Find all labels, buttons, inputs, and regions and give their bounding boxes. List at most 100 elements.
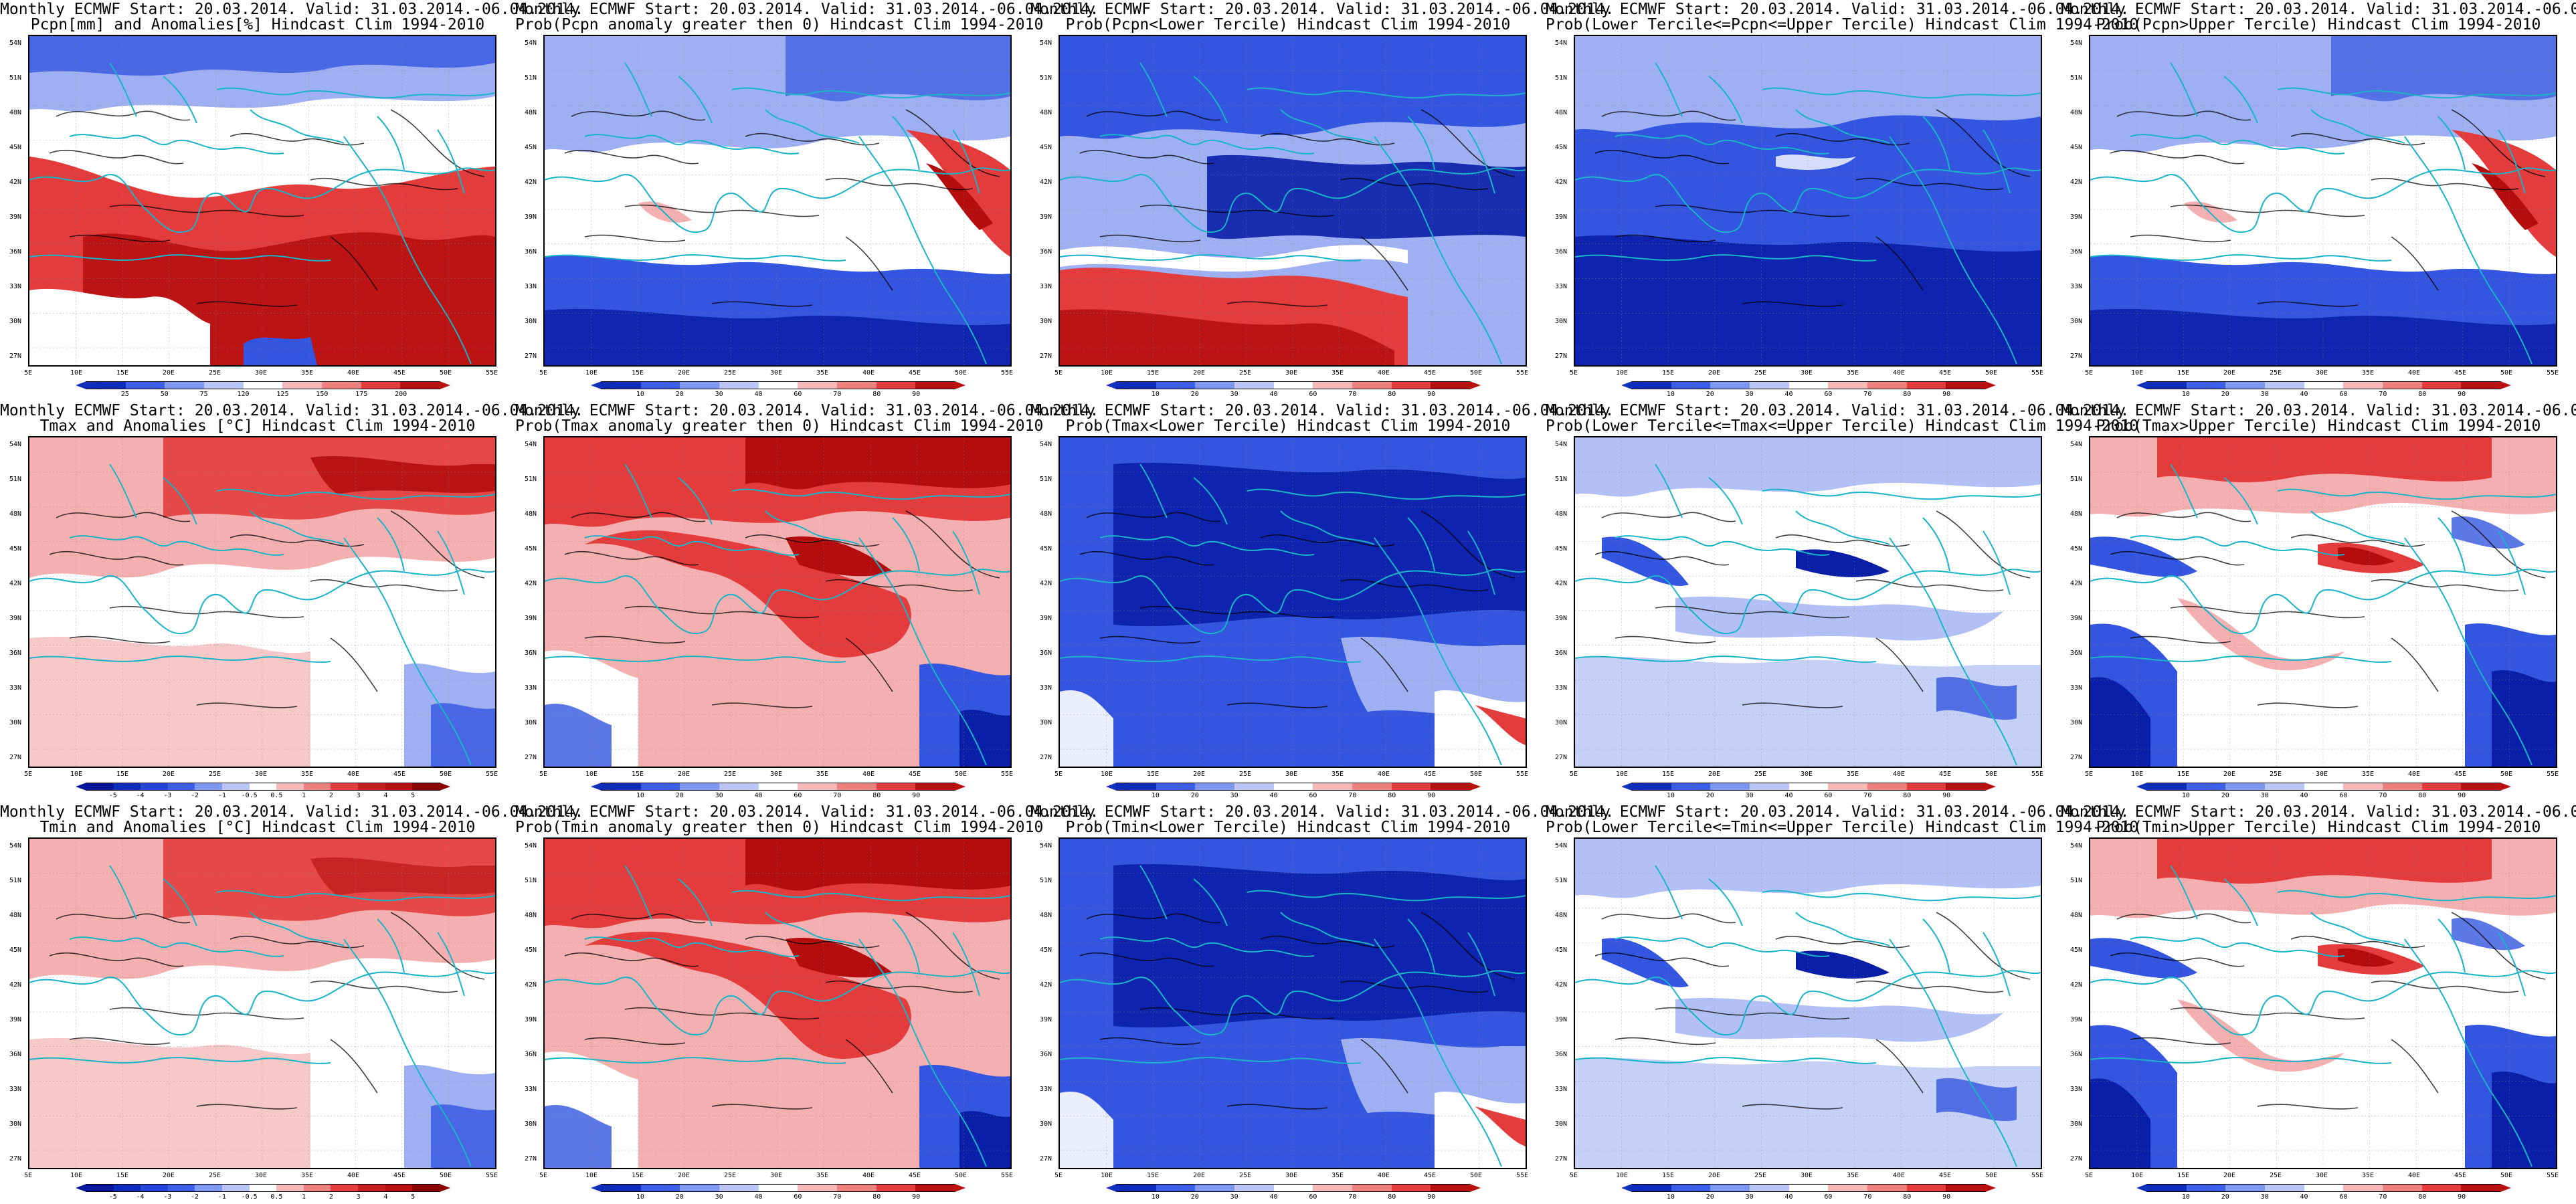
colorbar-segment — [1431, 1185, 1471, 1191]
colorbar-label: 70 — [1348, 391, 1357, 398]
lon-label: 15E — [1147, 369, 1160, 377]
lon-label: 50E — [1470, 369, 1483, 377]
map-field — [545, 437, 1010, 767]
colorbar-segment — [2147, 1185, 2187, 1191]
panel-title-line1: Monthly ECMWF Start: 20.03.2014. Valid: … — [1546, 803, 2130, 821]
colorbar-high-arrow — [2500, 1184, 2511, 1192]
colorbar-label: 60 — [1824, 792, 1833, 799]
colorbar-label: 40 — [1784, 391, 1793, 398]
map-frame — [2089, 436, 2557, 768]
lon-label: 20E — [2223, 369, 2236, 377]
lat-label: 48N — [9, 912, 22, 919]
colorbar-segment — [141, 783, 168, 790]
colorbar-segment — [86, 783, 114, 790]
colorbar-label: 10 — [2181, 391, 2190, 398]
colorbar-segment — [222, 783, 250, 790]
map-frame — [1574, 35, 2042, 367]
lon-label: 10E — [585, 771, 598, 778]
lat-label: 30N — [9, 318, 22, 325]
lon-label: 55E — [1516, 1172, 1529, 1179]
panel-title-line1: Monthly ECMWF Start: 20.03.2014. Valid: … — [1546, 1, 2130, 18]
colorbar — [1621, 1184, 1996, 1192]
panel-title-line2: Prob(Pcpn<Lower Tercile) Hindcast Clim 1… — [1065, 16, 1511, 33]
lon-label: 30E — [1285, 771, 1298, 778]
colorbar-label: 25 — [120, 391, 129, 398]
colorbar-high-arrow — [955, 783, 965, 791]
lon-label: 25E — [1239, 1172, 1252, 1179]
colorbar-label: 10 — [2181, 792, 2190, 799]
colorbar-label: 5 — [411, 792, 416, 799]
lon-label: 45E — [393, 1172, 406, 1179]
lon-label: 10E — [1616, 369, 1629, 377]
lat-label: 39N — [9, 213, 22, 221]
lat-label: 36N — [1555, 248, 1568, 256]
lat-label: 54N — [1040, 842, 1052, 849]
colorbar-segment — [2265, 382, 2304, 389]
colorbar-segment — [1273, 1185, 1313, 1191]
colorbar-segment — [1352, 783, 1392, 790]
lat-label: 48N — [9, 109, 22, 116]
panel-title-line2: Prob(Pcpn>Upper Tercile) Hindcast Clim 1… — [2096, 16, 2541, 33]
lon-label: 35E — [816, 771, 829, 778]
panel-title-line2: Prob(Tmin<Lower Tercile) Hindcast Clim 1… — [1065, 819, 1511, 836]
colorbar-label: 20 — [675, 1193, 684, 1201]
lat-label: 27N — [1555, 754, 1568, 761]
colorbar-segment — [1750, 1185, 1789, 1191]
colorbar-segment — [361, 382, 401, 389]
lat-label: 39N — [1040, 213, 1052, 221]
colorbar-label: 70 — [1863, 391, 1872, 398]
colorbar-label: 50 — [160, 391, 169, 398]
colorbar-label: -3 — [163, 792, 172, 799]
lon-label: 30E — [1801, 1172, 1813, 1179]
lon-label: 30E — [1801, 771, 1813, 778]
lat-label: 48N — [2070, 510, 2083, 518]
lat-label: 39N — [525, 615, 537, 622]
lat-label: 45N — [525, 545, 537, 553]
panel-title-line2: Prob(Lower Tercile<=Tmin<=Upper Tercile)… — [1546, 819, 2139, 836]
lon-label: 30E — [2316, 1172, 2328, 1179]
lon-label: 45E — [1424, 369, 1437, 377]
map-field — [29, 36, 495, 365]
colorbar-label: -4 — [136, 792, 145, 799]
lat-label: 39N — [1555, 213, 1568, 221]
lat-label: 33N — [9, 1086, 22, 1093]
lat-label: 48N — [1555, 912, 1568, 919]
colorbar-label: 80 — [872, 1193, 881, 1201]
colorbar-label: 90 — [1942, 792, 1951, 799]
colorbar-label: 0.5 — [270, 792, 283, 799]
lat-label: 27N — [1555, 1155, 1568, 1163]
colorbar-segment — [1632, 783, 1671, 790]
colorbar-label: 40 — [1269, 391, 1278, 398]
colorbar-segment — [1906, 783, 1946, 790]
colorbar-segment — [1632, 382, 1671, 389]
colorbar-label: 10 — [2181, 1193, 2190, 1201]
lat-label: 42N — [525, 580, 537, 587]
colorbar-label: 60 — [794, 391, 802, 398]
lat-label: 39N — [1040, 615, 1052, 622]
colorbar-label: 200 — [395, 391, 407, 398]
colorbar-segment — [2225, 1185, 2266, 1191]
map-field — [2090, 36, 2556, 365]
lat-label: 51N — [1040, 877, 1052, 884]
colorbar-segment — [113, 783, 141, 790]
lon-label: 55E — [2031, 1172, 2044, 1179]
colorbar-label: 40 — [2300, 391, 2308, 398]
lat-label: 33N — [2070, 283, 2083, 290]
lat-label: 42N — [2070, 580, 2083, 587]
lon-label: 45E — [1939, 1172, 1952, 1179]
map-field — [1575, 36, 2041, 365]
colorbar-segment — [837, 1185, 877, 1191]
colorbar-segment — [2383, 783, 2422, 790]
colorbar-segment — [2304, 382, 2344, 389]
colorbar-low-arrow — [76, 783, 86, 791]
lat-label: 33N — [1555, 283, 1568, 290]
lon-label: 10E — [2131, 1172, 2144, 1179]
lon-label: 5E — [539, 1172, 548, 1179]
colorbar-segment — [915, 382, 955, 389]
lat-label: 42N — [1040, 179, 1052, 186]
lon-label: 45E — [1939, 771, 1952, 778]
colorbar-segment — [2186, 382, 2226, 389]
lon-label: 25E — [2270, 771, 2282, 778]
colorbar-segment — [2225, 783, 2266, 790]
